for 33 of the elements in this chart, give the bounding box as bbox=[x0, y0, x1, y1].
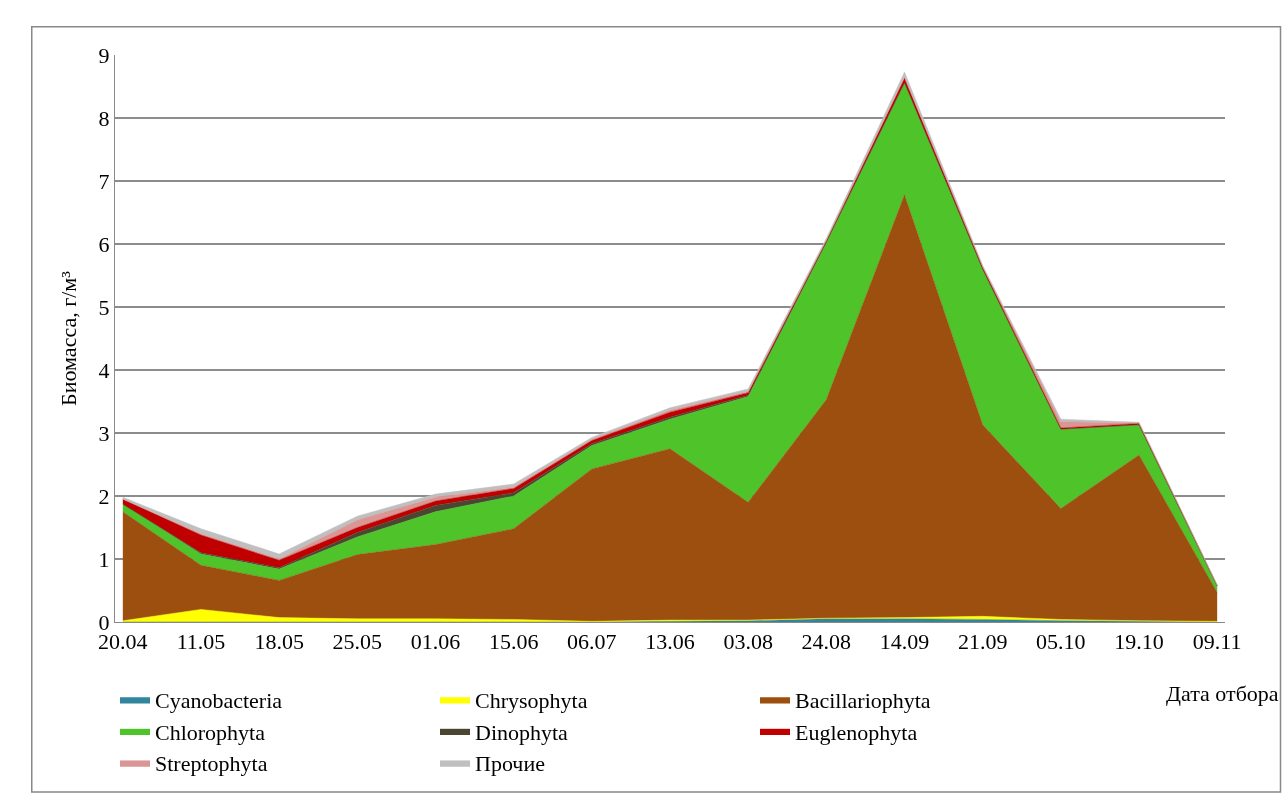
y-tick-label: 2 bbox=[98, 483, 110, 509]
legend-label: Euglenophyta bbox=[795, 719, 918, 745]
x-tick-label: 24.08 bbox=[801, 629, 852, 655]
y-tick-label: 5 bbox=[98, 294, 110, 320]
x-tick-label: 25.05 bbox=[332, 629, 383, 655]
legend-label: Cyanobacteria bbox=[155, 688, 283, 714]
x-tick-label: 06.07 bbox=[567, 629, 617, 655]
legend-label: Bacillariophyta bbox=[795, 688, 931, 714]
y-tick-label: 7 bbox=[98, 168, 110, 194]
x-tick-label: 05.10 bbox=[1036, 629, 1086, 655]
y-tick-label: 6 bbox=[98, 231, 110, 257]
x-tick-label: 09.11 bbox=[1192, 629, 1242, 655]
y-tick-label: 8 bbox=[98, 105, 110, 131]
legend-label: Chrysophyta bbox=[475, 688, 588, 714]
y-tick-label: 4 bbox=[98, 357, 110, 383]
legend-label: Chlorophyta bbox=[155, 719, 266, 745]
y-tick-label: 3 bbox=[98, 420, 110, 446]
x-tick-label: 18.05 bbox=[254, 629, 304, 655]
x-tick-label: 19.10 bbox=[1114, 629, 1164, 655]
x-tick-label: 21.09 bbox=[957, 629, 1008, 655]
x-tick-label: 01.06 bbox=[410, 629, 461, 655]
legend-label: Прочие bbox=[475, 751, 545, 777]
x-tick-label: 15.06 bbox=[488, 629, 539, 655]
y-tick-label: 9 bbox=[98, 42, 110, 68]
x-tick-label: 11.05 bbox=[176, 629, 226, 655]
legend-label: Dinophyta bbox=[475, 719, 569, 745]
legend-label: Streptophyta bbox=[155, 751, 268, 777]
y-tick-label: 1 bbox=[98, 546, 110, 572]
x-tick-label: 03.08 bbox=[723, 629, 773, 655]
y-axis-title: Биомасса, г/м³ bbox=[56, 270, 82, 406]
x-tick-label: 14.09 bbox=[879, 629, 930, 655]
x-tick-label: 13.06 bbox=[645, 629, 695, 655]
x-axis-title: Дата отбора bbox=[1166, 681, 1279, 706]
